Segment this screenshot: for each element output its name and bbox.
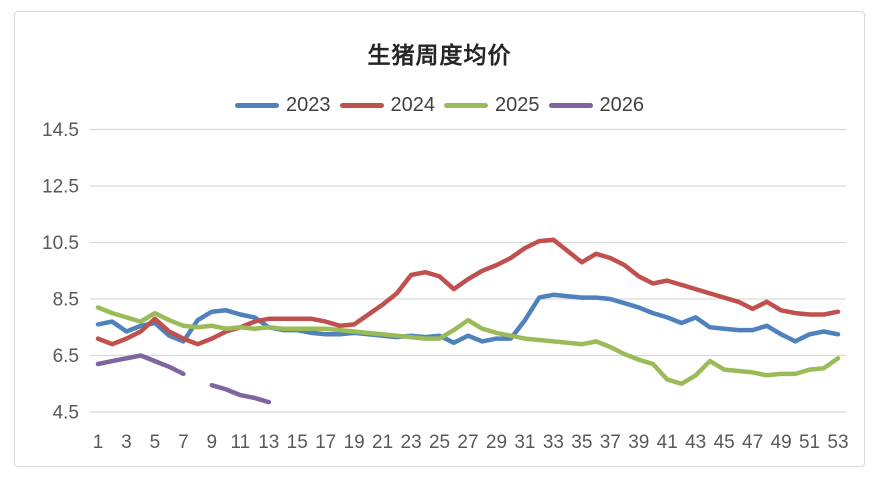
legend-swatch-2025-icon — [444, 102, 488, 108]
y-tick-6.5: 6.5 — [53, 346, 79, 367]
legend-swatch-2023-icon — [235, 102, 279, 108]
x-tick-43: 43 — [685, 432, 706, 453]
legend-item-2026: 2026 — [548, 94, 645, 116]
chart-title: 生猪周度均价 — [367, 42, 512, 69]
x-tick-45: 45 — [714, 432, 735, 453]
legend-label-2025: 2025 — [495, 94, 540, 116]
x-tick-51: 51 — [799, 432, 820, 453]
x-tick-49: 49 — [771, 432, 792, 453]
series-line-2023 — [95, 292, 841, 346]
x-tick-5: 5 — [150, 432, 161, 453]
x-tick-19: 19 — [344, 432, 365, 453]
legend-swatch-2026-icon — [548, 102, 593, 108]
x-tick-23: 23 — [401, 432, 422, 453]
legend-item-2024: 2024 — [339, 94, 436, 116]
x-tick-37: 37 — [600, 432, 621, 453]
x-tick-7: 7 — [178, 432, 189, 453]
legend-label-2023: 2023 — [286, 94, 331, 116]
chart-card: 生猪周度均价 2023 2024 2025 2026 — [14, 11, 865, 467]
x-tick-13: 13 — [258, 432, 279, 453]
x-tick-1: 1 — [93, 432, 104, 453]
y-tick-12.5: 12.5 — [42, 177, 79, 198]
x-tick-39: 39 — [628, 432, 649, 453]
legend-label-2026: 2026 — [599, 94, 645, 116]
x-tick-25: 25 — [429, 432, 450, 453]
x-tick-35: 35 — [571, 432, 592, 453]
series-line-2026 — [209, 382, 272, 405]
x-tick-47: 47 — [742, 432, 763, 453]
x-tick-29: 29 — [486, 432, 507, 453]
x-tick-21: 21 — [372, 432, 393, 453]
legend-item-2025: 2025 — [444, 95, 540, 115]
legend-item-2023: 2023 — [235, 95, 331, 115]
x-tick-41: 41 — [657, 432, 678, 453]
x-tick-53: 53 — [827, 432, 848, 453]
y-tick-8.5: 8.5 — [53, 290, 79, 311]
x-tick-33: 33 — [543, 432, 564, 453]
y-tick-4.5: 4.5 — [53, 403, 79, 424]
x-tick-11: 11 — [230, 432, 250, 453]
x-tick-17: 17 — [315, 432, 336, 453]
x-tick-27: 27 — [457, 432, 478, 453]
series-line-2024 — [95, 237, 841, 347]
y-tick-10.5: 10.5 — [42, 233, 79, 254]
legend-swatch-2024-icon — [339, 102, 384, 108]
series-line-2026 — [95, 353, 186, 377]
legend-label-2024: 2024 — [390, 94, 436, 116]
x-tick-3: 3 — [121, 432, 132, 453]
x-tick-31: 31 — [514, 432, 535, 453]
series-line-2025 — [95, 305, 841, 387]
chart-legend: 2023 2024 2025 2026 — [15, 90, 864, 120]
x-tick-15: 15 — [287, 432, 308, 453]
x-tick-9: 9 — [207, 432, 218, 453]
y-tick-14.5: 14.5 — [42, 120, 79, 141]
